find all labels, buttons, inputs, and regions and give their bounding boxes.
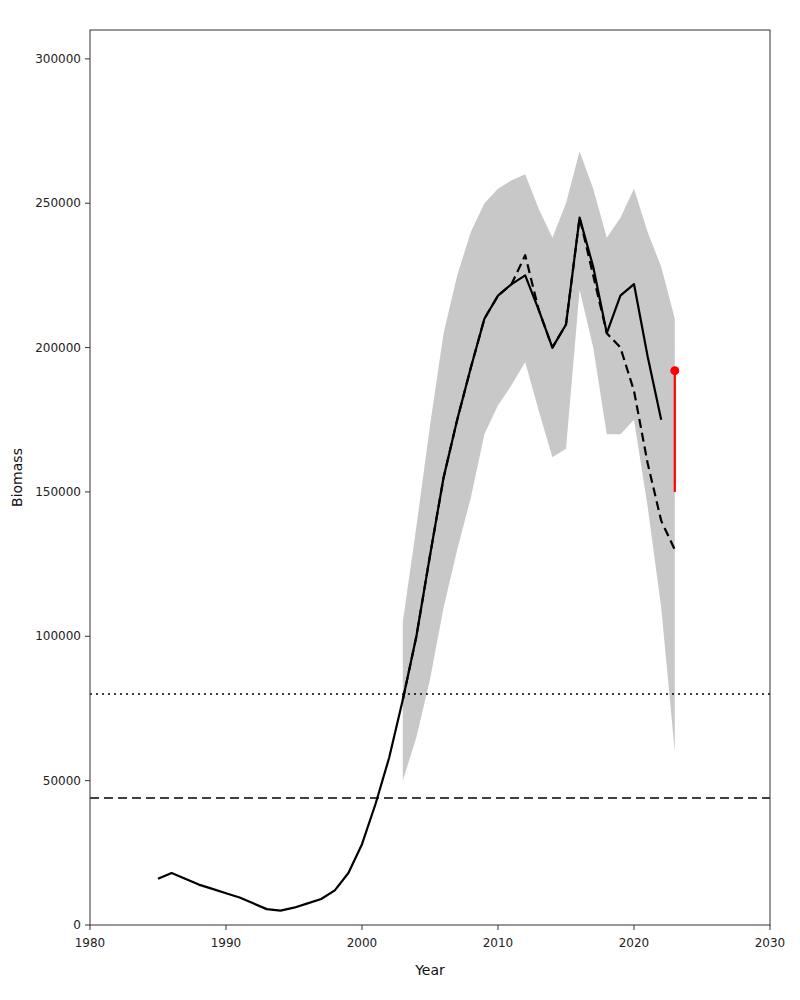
y-tick bbox=[85, 925, 90, 926]
y-axis-label: Biomass bbox=[9, 448, 25, 507]
chart: 1980 1990 2000 2010 2020 2030 0 50000 100000 1500… bbox=[0, 0, 800, 1000]
x-tick bbox=[226, 925, 227, 930]
y-tick bbox=[85, 58, 90, 59]
x-tick bbox=[498, 925, 499, 930]
x-tick bbox=[90, 925, 91, 930]
y-tick bbox=[85, 347, 90, 348]
x-axis-label: Year bbox=[414, 962, 445, 978]
y-tick-label: 0 bbox=[73, 918, 81, 932]
plot-frame bbox=[90, 30, 770, 925]
y-tick-label: 250000 bbox=[35, 196, 81, 210]
x-tick-label: 2000 bbox=[347, 936, 378, 950]
x-tick-label: 2020 bbox=[619, 936, 650, 950]
y-tick-label: 300000 bbox=[35, 52, 81, 66]
y-tick bbox=[85, 636, 90, 637]
y-tick-label: 200000 bbox=[35, 341, 81, 355]
line bbox=[403, 218, 675, 700]
point bbox=[670, 366, 679, 375]
x-tick-label: 2030 bbox=[755, 936, 786, 950]
y-tick bbox=[85, 203, 90, 204]
x-tick-label: 1980 bbox=[75, 936, 106, 950]
x-tick-label: 2010 bbox=[483, 936, 514, 950]
y-tick bbox=[85, 491, 90, 492]
confidence-band bbox=[403, 151, 675, 780]
y-tick-label: 50000 bbox=[43, 774, 81, 788]
y-tick-label: 100000 bbox=[35, 629, 81, 643]
y-tick-label: 150000 bbox=[35, 485, 81, 499]
x-tick-label: 1990 bbox=[211, 936, 242, 950]
line bbox=[158, 218, 661, 911]
plot-area bbox=[90, 151, 770, 910]
x-tick bbox=[770, 925, 771, 930]
line bbox=[674, 371, 676, 492]
reference-line bbox=[90, 693, 770, 695]
x-tick bbox=[634, 925, 635, 930]
reference-line bbox=[90, 797, 770, 799]
x-tick bbox=[362, 925, 363, 930]
y-tick bbox=[85, 780, 90, 781]
